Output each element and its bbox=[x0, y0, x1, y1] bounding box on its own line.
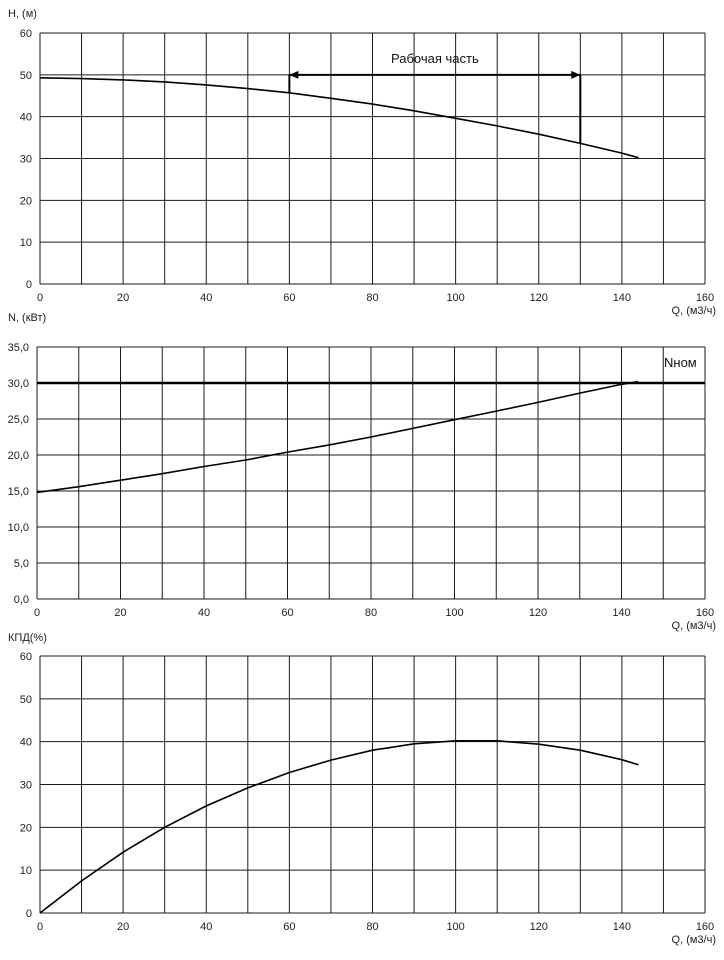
y-tick-label: 0 bbox=[26, 908, 32, 920]
x-tick-label: 160 bbox=[696, 607, 714, 619]
y-tick-label: 50 bbox=[20, 70, 32, 82]
y-tick-label: 20 bbox=[20, 822, 32, 834]
y-axis-label: H, (м) bbox=[8, 8, 37, 20]
y-axis-label: КПД(%) bbox=[8, 632, 47, 644]
y-tick-label: 60 bbox=[20, 651, 32, 663]
y-tick-label: 0 bbox=[26, 279, 32, 291]
x-tick-label: 120 bbox=[529, 607, 547, 619]
y-tick-label: 30 bbox=[20, 780, 32, 792]
x-tick-label: 20 bbox=[117, 921, 129, 933]
y-tick-label: 20,0 bbox=[8, 450, 29, 462]
x-tick-label: 140 bbox=[613, 292, 631, 304]
x-tick-label: 100 bbox=[445, 607, 463, 619]
y-tick-label: 35,0 bbox=[8, 342, 29, 354]
x-tick-label: 0 bbox=[37, 292, 43, 304]
x-tick-label: 120 bbox=[530, 292, 548, 304]
x-tick-label: 140 bbox=[613, 921, 631, 933]
x-tick-label: 0 bbox=[37, 921, 43, 933]
x-tick-label: 120 bbox=[530, 921, 548, 933]
x-tick-label: 160 bbox=[696, 292, 714, 304]
y-tick-label: 20 bbox=[20, 195, 32, 207]
y-tick-label: 25,0 bbox=[8, 414, 29, 426]
reference-line-label: Nном bbox=[664, 355, 697, 370]
series-line bbox=[39, 740, 639, 914]
x-axis-label: Q, (м3/ч) bbox=[672, 934, 716, 946]
x-tick-label: 100 bbox=[446, 292, 464, 304]
y-tick-label: 5,0 bbox=[14, 558, 29, 570]
arrowhead-left bbox=[289, 70, 299, 79]
x-tick-label: 20 bbox=[117, 292, 129, 304]
x-tick-label: 40 bbox=[200, 292, 212, 304]
x-tick-label: 100 bbox=[446, 921, 464, 933]
series-line bbox=[39, 77, 639, 159]
x-tick-label: 40 bbox=[200, 921, 212, 933]
y-tick-label: 30,0 bbox=[8, 378, 29, 390]
y-axis-label: N, (кВт) bbox=[8, 312, 46, 324]
y-tick-label: 10,0 bbox=[8, 522, 29, 534]
x-tick-label: 60 bbox=[283, 921, 295, 933]
y-tick-label: 0,0 bbox=[14, 594, 29, 606]
y-tick-label: 60 bbox=[20, 28, 32, 40]
x-tick-label: 140 bbox=[612, 607, 630, 619]
series-line bbox=[36, 380, 639, 494]
x-tick-label: 0 bbox=[34, 607, 40, 619]
y-tick-label: 15,0 bbox=[8, 486, 29, 498]
y-tick-label: 40 bbox=[20, 112, 32, 124]
x-tick-label: 160 bbox=[696, 921, 714, 933]
x-tick-label: 60 bbox=[283, 292, 295, 304]
y-tick-label: 40 bbox=[20, 737, 32, 749]
y-tick-label: 30 bbox=[20, 154, 32, 166]
x-axis-label: Q, (м3/ч) bbox=[672, 305, 716, 317]
x-tick-label: 80 bbox=[366, 921, 378, 933]
y-tick-label: 10 bbox=[20, 865, 32, 877]
x-tick-label: 60 bbox=[281, 607, 293, 619]
x-tick-label: 40 bbox=[198, 607, 210, 619]
working-range-label: Рабочая часть bbox=[391, 51, 479, 66]
y-tick-label: 10 bbox=[20, 237, 32, 249]
x-axis-label: Q, (м3/ч) bbox=[672, 620, 716, 632]
x-tick-label: 20 bbox=[114, 607, 126, 619]
arrowhead-right bbox=[571, 70, 581, 79]
y-tick-label: 50 bbox=[20, 694, 32, 706]
x-tick-label: 80 bbox=[366, 292, 378, 304]
x-tick-label: 80 bbox=[365, 607, 377, 619]
